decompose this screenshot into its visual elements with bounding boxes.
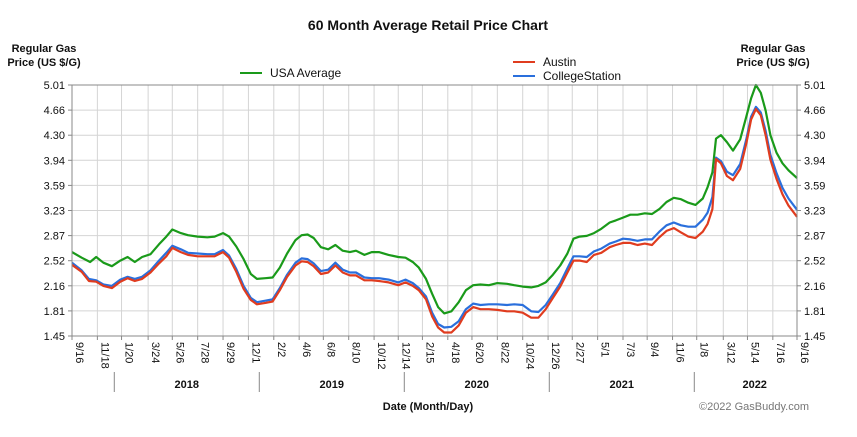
y-tick-label-left: 1.45 — [44, 331, 65, 343]
y-tick-label-left: 4.30 — [44, 130, 65, 142]
x-tick-label: 9/16 — [73, 342, 85, 363]
year-label: 2018 — [175, 379, 199, 391]
y-tick-label-left: 4.66 — [44, 105, 65, 117]
x-tick-label: 3/24 — [149, 342, 161, 363]
x-tick-label: 7/28 — [199, 342, 211, 363]
x-tick-label: 10/12 — [375, 342, 387, 370]
right-axis-title-line1: Regular Gas — [741, 43, 806, 55]
x-tick-label: 1/20 — [123, 342, 135, 363]
legend-label-usa-average: USA Average — [270, 66, 341, 80]
x-tick-label: 12/26 — [549, 342, 561, 370]
x-tick-label: 9/4 — [648, 342, 660, 357]
x-tick-label: 7/3 — [624, 342, 636, 357]
right-y-axis: 5.01 4.66 4.30 3.94 3.59 3.23 2.87 2.52 2.16 1.81… — [797, 80, 825, 343]
legend-label-collegestation: CollegeStation — [543, 69, 621, 83]
y-tick-label-left: 3.94 — [44, 155, 65, 167]
y-tick-label-right: 1.45 — [804, 331, 825, 343]
x-tick-label: 8/10 — [350, 342, 362, 363]
chart-title: 60 Month Average Retail Price Chart — [308, 17, 548, 33]
year-label: 2021 — [610, 379, 634, 391]
y-tick-label-right: 3.23 — [804, 206, 825, 218]
y-tick-label-left: 3.23 — [44, 206, 65, 218]
y-tick-label-right: 4.30 — [804, 130, 825, 142]
year-label: 2022 — [742, 379, 766, 391]
x-tick-label: 12/1 — [249, 342, 261, 363]
x-axis-years: 2018 2019 2020 2021 2022 — [113, 372, 767, 392]
x-tick-label: 5/1 — [599, 342, 611, 357]
y-tick-label-left: 3.59 — [44, 180, 65, 192]
x-tick-label: 9/16 — [798, 342, 810, 363]
y-tick-label-left: 2.87 — [44, 231, 65, 243]
right-axis-title-line2: Price (US $/G) — [736, 57, 810, 69]
y-tick-label-right: 3.94 — [804, 155, 825, 167]
x-tick-label: 4/18 — [449, 342, 461, 363]
y-tick-label-right: 1.81 — [804, 306, 825, 318]
y-tick-label-right: 2.87 — [804, 231, 825, 243]
plot-frame — [71, 84, 798, 337]
series-line-austin — [71, 107, 798, 334]
y-tick-label-left: 2.16 — [44, 281, 65, 293]
copyright-credit: ©2022 GasBuddy.com — [699, 401, 809, 413]
series-line-usa-average — [71, 83, 798, 315]
x-tick-label: 11/6 — [674, 342, 686, 363]
year-label: 2020 — [465, 379, 489, 391]
left-y-axis: 5.01 4.66 4.30 3.94 3.59 3.23 2.87 2.52 2.16 1.81… — [44, 80, 72, 343]
x-tick-label: 7/16 — [774, 342, 786, 363]
legend-label-austin: Austin — [543, 55, 576, 69]
series-lines — [71, 83, 798, 334]
left-axis-title-line2: Price (US $/G) — [7, 57, 81, 69]
x-axis-ticks: 9/16 11/18 1/20 3/24 5/26 7/28 9/29 12/1 2/2 4/6 6… — [71, 336, 810, 370]
x-tick-label: 5/26 — [173, 342, 185, 363]
x-tick-label: 11/18 — [98, 342, 110, 369]
y-tick-label-right: 2.52 — [804, 256, 825, 268]
x-tick-label: 12/14 — [399, 342, 411, 370]
y-tick-label-left: 1.81 — [44, 306, 65, 318]
y-tick-label-left: 2.52 — [44, 256, 65, 268]
x-tick-label: 1/8 — [698, 342, 710, 357]
y-tick-label-right: 2.16 — [804, 281, 825, 293]
x-tick-label: 2/2 — [275, 342, 287, 357]
x-tick-label: 3/12 — [724, 342, 736, 363]
x-tick-label: 9/29 — [224, 342, 236, 363]
x-tick-label: 5/14 — [748, 342, 760, 363]
x-tick-label: 8/22 — [498, 342, 510, 363]
x-axis-title: Date (Month/Day) — [383, 401, 474, 413]
x-tick-label: 6/8 — [324, 342, 336, 357]
y-tick-label-left: 5.01 — [44, 80, 65, 92]
x-tick-label: 4/6 — [300, 342, 312, 357]
y-tick-label-right: 3.59 — [804, 180, 825, 192]
legend: USA Average Austin CollegeStation — [240, 55, 621, 83]
x-tick-label: 2/27 — [573, 342, 585, 363]
x-tick-label: 6/20 — [473, 342, 485, 363]
x-tick-label: 2/15 — [423, 342, 435, 363]
y-tick-label-right: 4.66 — [804, 105, 825, 117]
y-tick-label-right: 5.01 — [804, 80, 825, 92]
series-line-collegestation — [71, 105, 798, 329]
year-label: 2019 — [320, 379, 344, 391]
left-axis-title-line1: Regular Gas — [12, 43, 77, 55]
x-tick-label: 10/24 — [524, 342, 536, 370]
